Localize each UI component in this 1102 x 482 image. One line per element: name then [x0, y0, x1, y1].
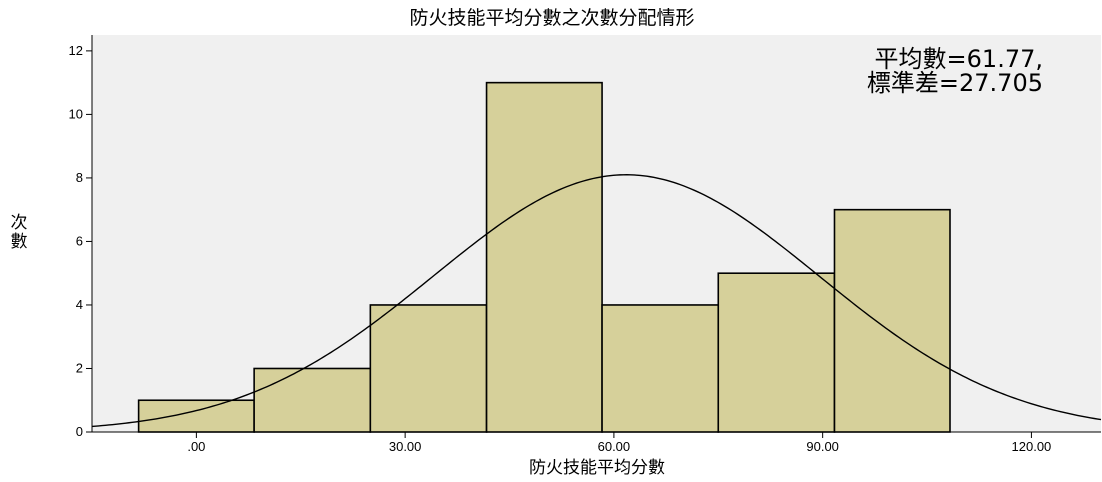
y-tick-label: 6: [76, 233, 83, 248]
axes: [91, 35, 1101, 433]
normal-curve: [91, 174, 1102, 428]
mean-annotation: 平均數=61.77,: [875, 45, 1043, 73]
chart-title: 防火技能平均分數之次數分配情形: [409, 7, 694, 29]
bar-3: [485, 81, 603, 433]
x-tick-label: 60.00: [598, 439, 631, 454]
sd-annotation: 標準差=27.705: [867, 69, 1043, 97]
y-tick-label: 4: [76, 297, 83, 312]
histogram-bars: [137, 81, 951, 433]
x-tick-label: 120.00: [1012, 439, 1052, 454]
ticks: 0 2 4 6 8 10 12 .00 30.00 60.00 90.00 120.00: [69, 43, 1052, 454]
y-axis-label-char: 數: [11, 232, 28, 252]
y-tick-label: 0: [76, 424, 83, 439]
bar-0: [137, 399, 255, 433]
bar-5: [717, 272, 836, 433]
y-axis-label-char: 次: [11, 213, 28, 233]
x-axis-label: 防火技能平均分數: [529, 458, 665, 478]
x-tick-label: .00: [187, 439, 205, 454]
y-axis-label: 次數: [11, 213, 28, 252]
y-tick-label: 10: [69, 106, 83, 121]
y-tick-label: 2: [76, 360, 83, 375]
x-tick-label: 30.00: [389, 439, 422, 454]
y-tick-label: 8: [76, 170, 83, 185]
x-tick-label: 90.00: [806, 439, 839, 454]
bar-6: [833, 208, 951, 433]
bar-1: [253, 367, 372, 433]
bar-4: [601, 304, 720, 433]
bar-2: [369, 304, 488, 433]
y-tick-label: 12: [69, 43, 83, 58]
